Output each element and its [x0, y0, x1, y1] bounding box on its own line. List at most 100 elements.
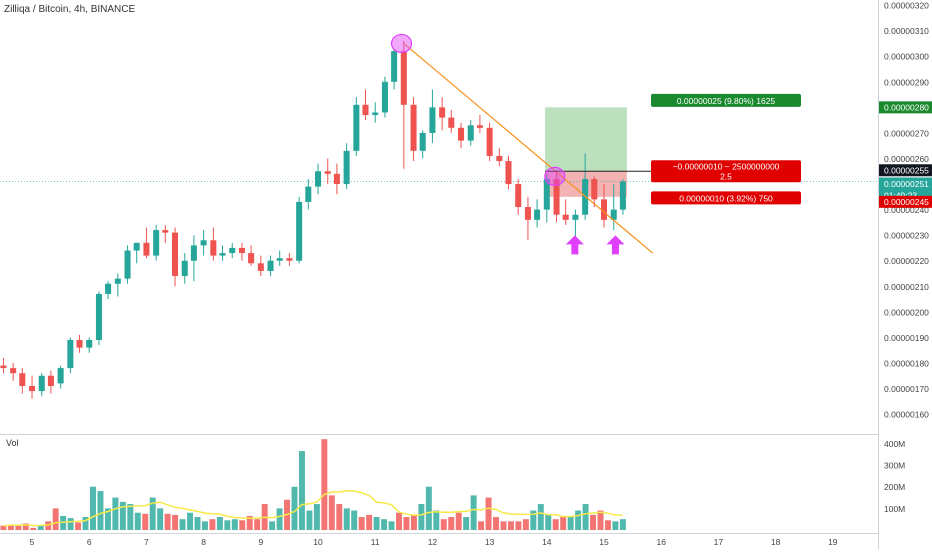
volume-bar — [455, 512, 462, 530]
candle-body — [286, 258, 293, 261]
volume-bar — [246, 515, 253, 530]
candle-body — [153, 230, 160, 256]
candle-body — [343, 150, 350, 185]
volume-bar — [112, 497, 119, 530]
candle-body — [458, 127, 465, 141]
y-tick-label: 0.00000230 — [884, 231, 929, 241]
candle-body — [362, 104, 369, 116]
candle-body — [534, 209, 541, 220]
volume-tick-label: 200M — [884, 482, 905, 492]
x-tick-label: 10 — [313, 537, 323, 547]
price-tag-label: 01:49:23 — [884, 191, 917, 201]
candle-body — [429, 107, 436, 133]
volume-bar — [507, 521, 514, 530]
y-tick-label: 0.00000180 — [884, 358, 929, 368]
candle-body — [229, 247, 236, 254]
y-tick-label: 0.00000170 — [884, 384, 929, 394]
profit-label-box — [651, 93, 802, 107]
candle-body — [619, 181, 626, 210]
x-tick-label: 16 — [656, 537, 666, 547]
volume-bar — [134, 512, 141, 530]
volume-bar — [328, 495, 335, 530]
volume-bar — [306, 510, 313, 530]
volume-bar — [575, 510, 582, 530]
candle-body — [257, 263, 264, 271]
y-tick-label: 0.00000220 — [884, 256, 929, 266]
volume-bar — [545, 514, 552, 530]
y-tick-label: 0.00000240 — [884, 205, 929, 215]
volume-bar — [381, 519, 388, 530]
candle-body — [467, 125, 474, 141]
volume-bar — [75, 522, 82, 530]
volume-bar — [418, 504, 425, 530]
candle-body — [47, 375, 54, 386]
candle-body — [143, 242, 150, 256]
volume-bar — [582, 504, 589, 530]
candle-body — [124, 250, 131, 279]
candle-body — [200, 240, 207, 246]
volume-bar — [433, 510, 440, 530]
volume-bar — [552, 519, 559, 530]
price-tag-label: 0.00000245 — [884, 197, 929, 207]
candle-body — [515, 184, 522, 208]
stop-label: 0.00000010 (3.92%) 750 — [679, 193, 773, 203]
price-tag-label: 0.00000255 — [884, 166, 929, 176]
candle-body — [333, 173, 340, 185]
volume-bar — [157, 508, 164, 530]
volume-bar — [448, 517, 455, 530]
volume-bar — [522, 519, 529, 530]
candle-body — [486, 127, 493, 156]
candle-body — [562, 214, 569, 220]
candle-body — [448, 117, 455, 128]
volume-bar — [37, 525, 44, 530]
volume-bar — [172, 514, 179, 530]
candle-body — [591, 178, 598, 200]
x-tick-label: 19 — [828, 537, 838, 547]
y-tick-label: 0.00000270 — [884, 128, 929, 138]
price-tag-stop — [879, 195, 932, 208]
volume-bar — [15, 525, 22, 530]
volume-bar — [500, 521, 507, 530]
candle-body — [400, 51, 407, 105]
price-tag-target — [879, 101, 932, 114]
volume-bar — [30, 527, 37, 530]
volume-bar — [463, 517, 470, 530]
candle-body — [353, 104, 360, 151]
x-tick-label: 18 — [771, 537, 781, 547]
volume-bar — [336, 504, 343, 530]
candle-body — [19, 373, 26, 386]
x-tick-label: 17 — [714, 537, 724, 547]
candle-body — [324, 171, 331, 174]
volume-bar — [0, 525, 7, 530]
volume-label: Vol — [6, 438, 19, 448]
x-tick-label: 6 — [87, 537, 92, 547]
volume-bar — [187, 512, 194, 530]
candle-body — [67, 339, 74, 369]
candle-body — [267, 260, 274, 271]
candle-body — [29, 385, 36, 392]
volume-ma-line — [3, 489, 623, 527]
volume-bar — [343, 508, 350, 530]
candle-body — [219, 253, 226, 256]
candle-body — [391, 51, 398, 82]
candle-body — [553, 178, 560, 215]
volume-bar — [149, 497, 156, 530]
volume-tick-label: 300M — [884, 461, 905, 471]
volume-bar — [90, 486, 96, 530]
volume-bar — [67, 518, 74, 530]
volume-tick-label: 100M — [884, 504, 905, 514]
candle-body — [162, 230, 169, 233]
x-tick-label: 8 — [201, 537, 206, 547]
volume-bar — [604, 520, 611, 530]
volume-bar — [313, 504, 320, 530]
volume-bar — [276, 508, 283, 530]
x-tick-label: 14 — [542, 537, 552, 547]
volume-bar — [216, 517, 223, 530]
profit-zone — [545, 107, 627, 172]
x-tick-label: 9 — [258, 537, 263, 547]
volume-bar — [590, 514, 597, 530]
volume-bar — [321, 439, 328, 530]
x-tick-label: 5 — [30, 537, 35, 547]
